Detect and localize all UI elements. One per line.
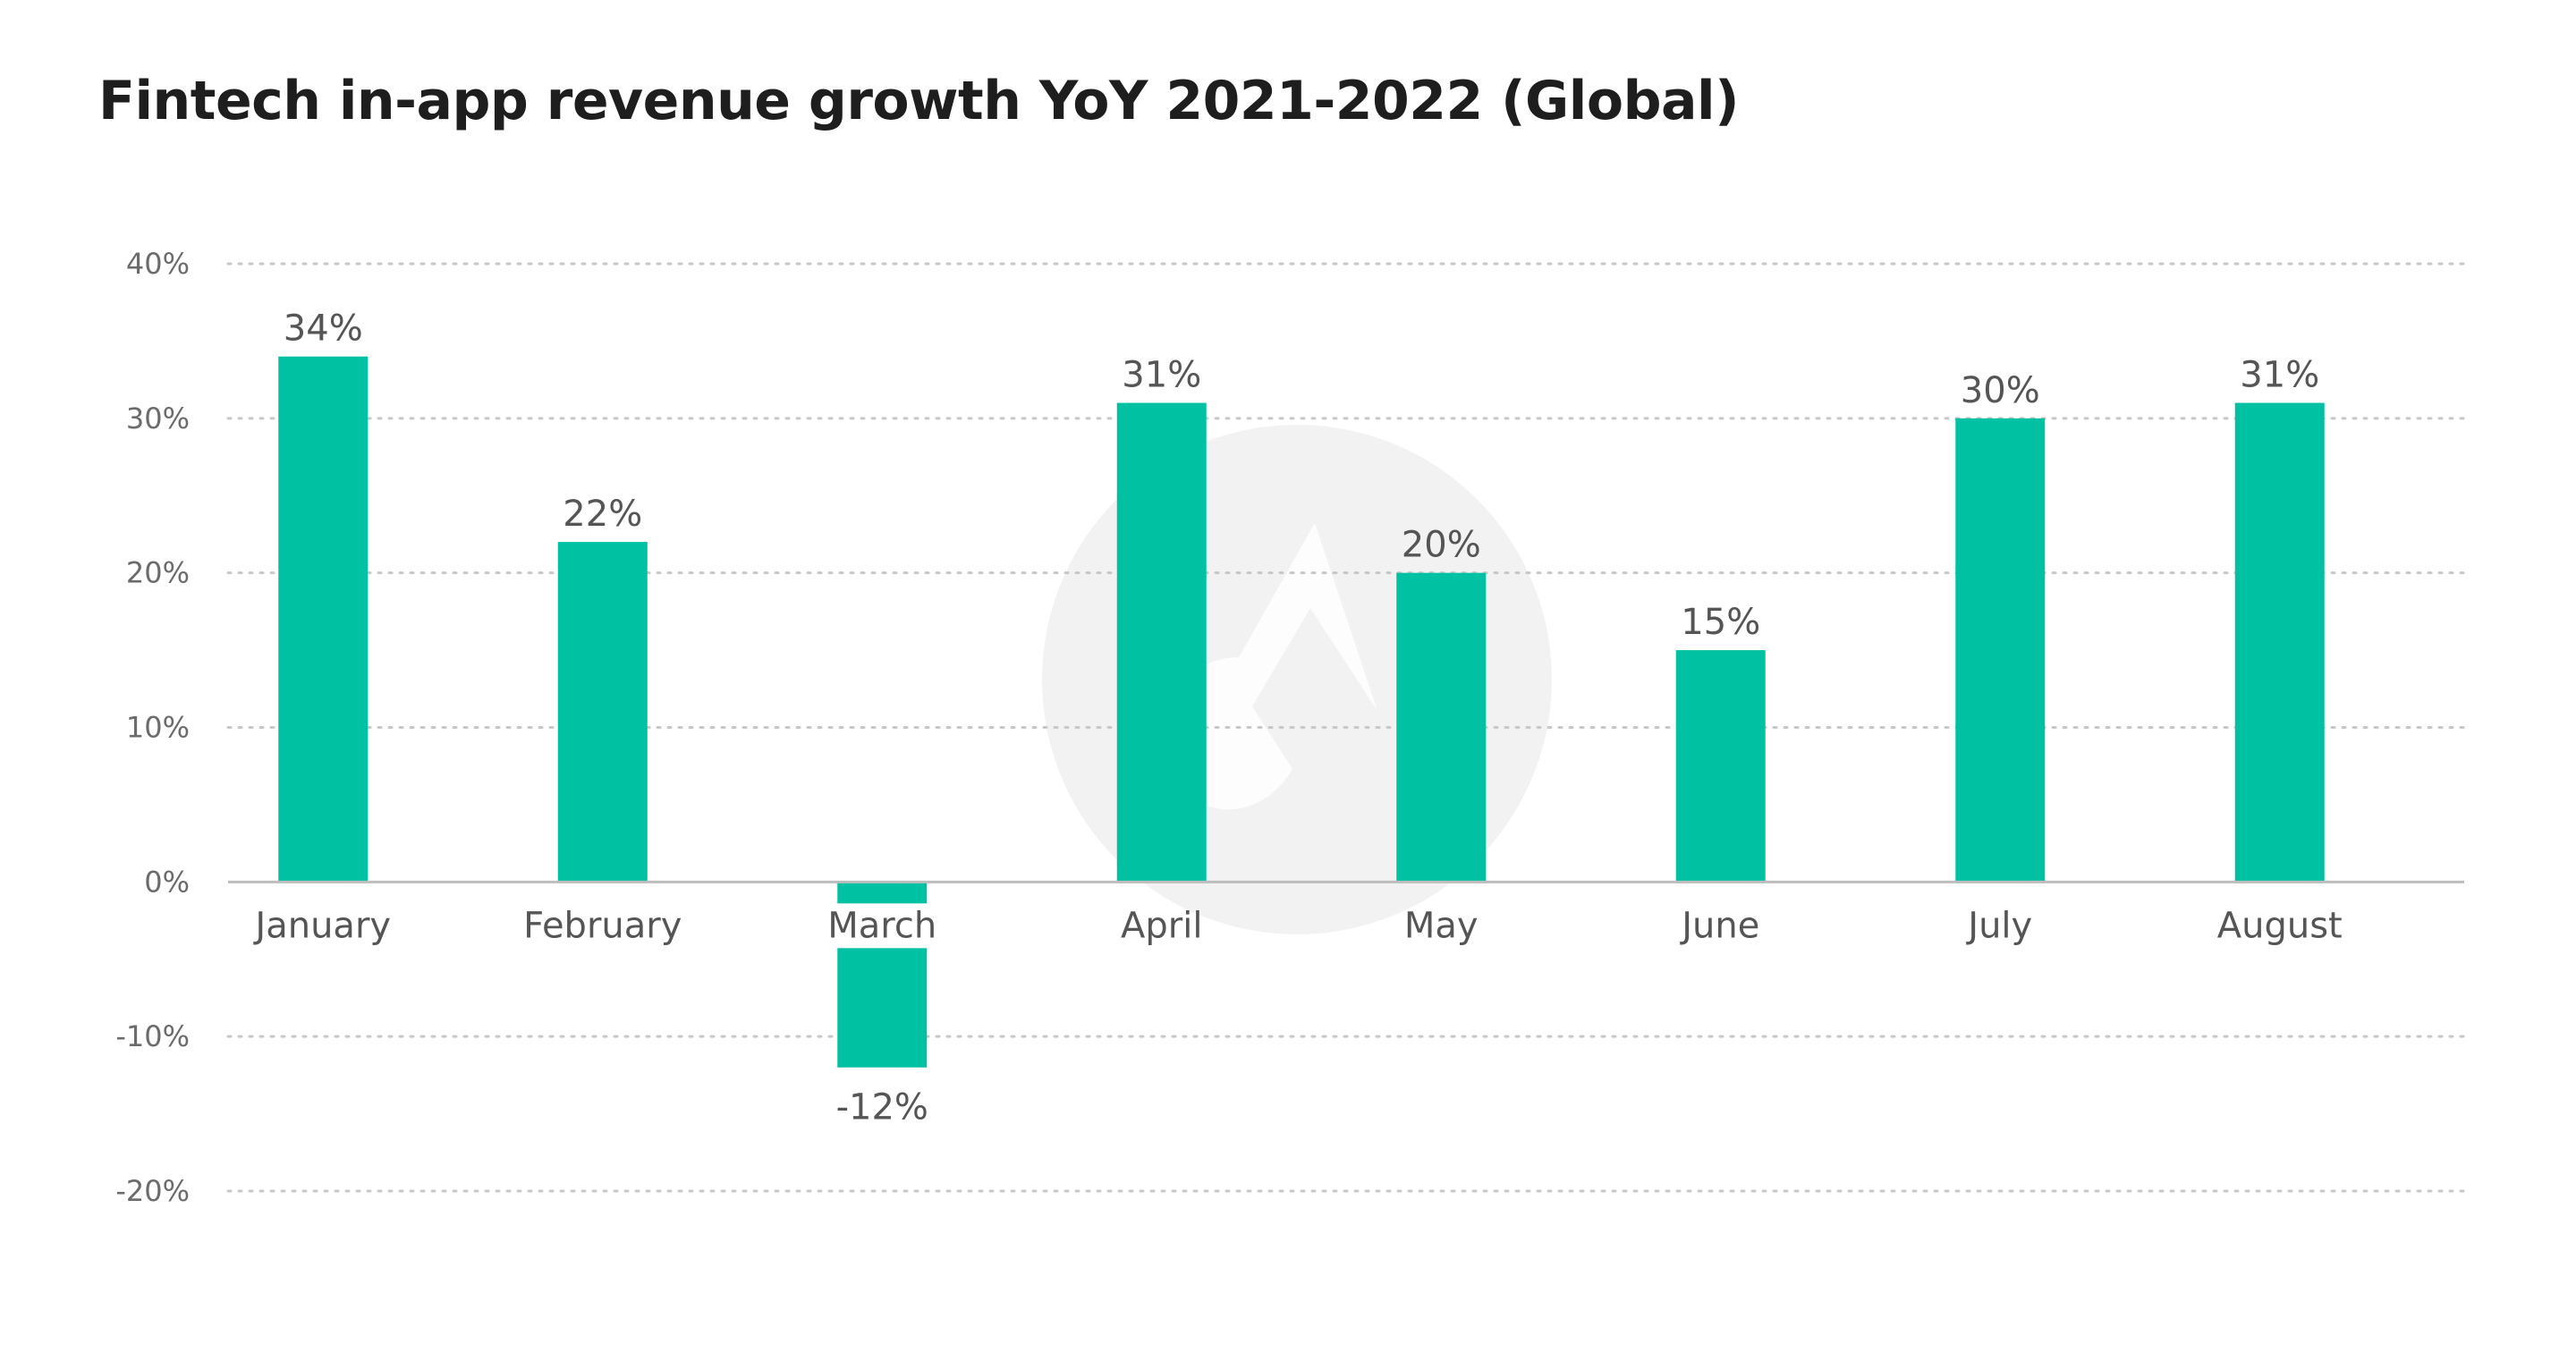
data-label: 20% (1402, 525, 1481, 566)
x-tick-label: July (1965, 905, 2032, 946)
bar-april (1116, 402, 1207, 883)
label-knockout (835, 903, 929, 949)
y-tick-label: 30% (126, 401, 190, 435)
data-label: 30% (1961, 370, 2040, 411)
bar-august (2234, 402, 2325, 883)
y-tick-label: -10% (115, 1019, 190, 1053)
x-axis-category-labels: January February March April May June July Augu… (252, 905, 2342, 946)
data-label: 34% (284, 308, 363, 350)
chart-title: Fintech in-app revenue growth YoY 2021-2… (98, 70, 1740, 132)
x-tick-label: January (252, 905, 391, 946)
y-tick-label: 0% (144, 865, 190, 899)
y-tick-label: 20% (126, 556, 190, 590)
bar-june (1675, 650, 1766, 883)
x-tick-label: April (1121, 905, 1202, 946)
x-tick-label: March (827, 905, 936, 946)
data-label: 31% (2240, 355, 2319, 396)
data-label: 31% (1122, 355, 1201, 396)
y-tick-label: 10% (126, 711, 190, 745)
y-tick-label: 40% (126, 247, 190, 281)
y-tick-label: -20% (115, 1174, 190, 1208)
data-label: 22% (563, 494, 642, 535)
grid-lines (226, 262, 2466, 1193)
data-label: -12% (836, 1087, 928, 1128)
bar-february (557, 542, 648, 883)
bar-may (1396, 572, 1487, 883)
x-tick-label: February (523, 905, 682, 946)
data-label: 15% (1681, 602, 1760, 643)
y-axis-tick-labels: -20% -10% 0% 10% 20% 30% 40% (115, 247, 190, 1208)
bar-july (1955, 418, 2046, 883)
x-tick-label: May (1404, 905, 1479, 946)
x-tick-label: August (2217, 905, 2343, 946)
data-labels: 34% 22% -12% 31% 20% 15% 30% 31% (284, 308, 2319, 1128)
bars (278, 356, 2325, 1068)
bar-january (278, 356, 369, 883)
x-tick-label: June (1679, 905, 1759, 946)
